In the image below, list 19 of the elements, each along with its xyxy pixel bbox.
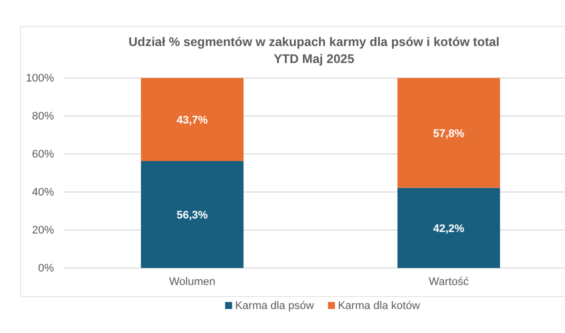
- y-tick-label: 40%: [32, 186, 54, 199]
- data-label: 57,8%: [433, 128, 465, 140]
- y-tick-label: 0%: [38, 262, 54, 275]
- data-label: 56,3%: [176, 210, 208, 222]
- bar: [140, 78, 244, 162]
- y-tick-label: 100%: [26, 72, 54, 85]
- y-tick-label: 80%: [32, 110, 54, 123]
- data-label: 43,7%: [176, 114, 208, 127]
- y-tick-label: 60%: [32, 148, 54, 161]
- bar: [397, 78, 500, 188]
- x-tick-label: Wolumen: [169, 276, 216, 288]
- legend-label: Karma dla kotów: [338, 300, 420, 312]
- x-tick-label: Wartość: [428, 276, 470, 288]
- y-tick-label: 20%: [32, 224, 54, 237]
- bar: [397, 188, 500, 268]
- data-label: 42,2%: [433, 222, 465, 235]
- bar: [140, 161, 244, 268]
- legend-label: Karma dla psów: [235, 300, 314, 312]
- chart-title: Udział % segmentów w zakupach karmy dla psów i kotów total YTD Maj 2025: [128, 35, 500, 66]
